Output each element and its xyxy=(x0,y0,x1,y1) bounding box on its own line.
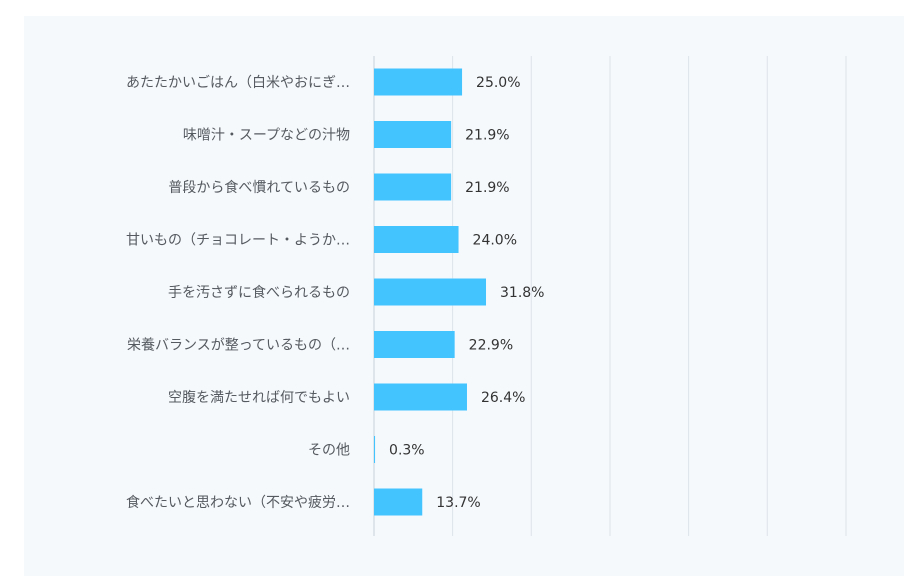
bar xyxy=(374,488,423,516)
category-label: その他 xyxy=(308,443,350,459)
value-label: 25.0% xyxy=(476,75,520,91)
bar xyxy=(374,68,463,96)
bar xyxy=(374,278,487,306)
value-label: 26.4% xyxy=(481,390,525,406)
category-label: あたたかいごはん（白米やおにぎ… xyxy=(126,75,350,91)
value-label: 31.8% xyxy=(500,285,544,301)
value-label: 24.0% xyxy=(473,233,517,249)
bar xyxy=(374,226,459,253)
value-label: 13.7% xyxy=(436,495,480,511)
category-label: 手を汚さずに食べられるもの xyxy=(168,284,350,301)
category-label: 甘いもの（チョコレート・ようか… xyxy=(126,233,350,249)
value-label: 21.9% xyxy=(465,128,509,144)
category-label: 栄養バランスが整っているもの（… xyxy=(127,337,350,354)
value-label: 0.3% xyxy=(389,443,425,459)
bars xyxy=(374,68,487,516)
bar xyxy=(374,383,467,411)
category-label: 食べたいと思わない（不安や疲労… xyxy=(126,494,350,511)
bar xyxy=(374,436,376,463)
value-label: 21.9% xyxy=(465,180,509,196)
category-label: 普段から食べ慣れているもの xyxy=(168,179,350,196)
value-label: 22.9% xyxy=(469,338,513,354)
bar xyxy=(374,173,452,201)
category-label: 空腹を満たせれば何でもよい xyxy=(168,389,350,406)
category-label: 味噌汁・スープなどの汁物 xyxy=(183,128,350,144)
category-labels: あたたかいごはん（白米やおにぎ… 味噌汁・スープなどの汁物普段から食べ慣れているも… xyxy=(126,75,350,511)
bar xyxy=(374,331,455,358)
bar xyxy=(374,121,452,148)
value-labels: 25.0% 21.9% 21.9% 24.0% 31.8% 22.9% 26.4% 0.3% 1… xyxy=(389,75,544,511)
